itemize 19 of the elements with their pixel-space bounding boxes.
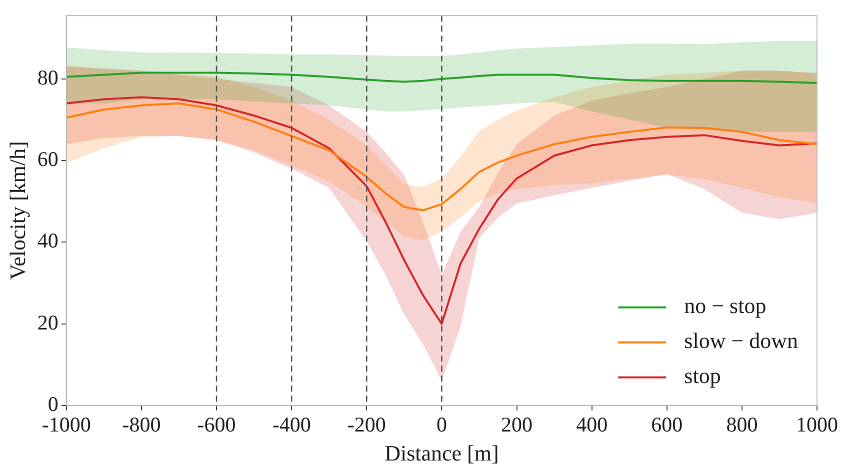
y-axis-title: Velocity [km/h]	[4, 141, 30, 280]
x-tick-label: 1000	[796, 412, 838, 437]
x-tick-label: -800	[122, 412, 161, 437]
x-tick-label: 0	[436, 412, 447, 437]
x-tick-label: -400	[272, 412, 311, 437]
x-axis-title: Distance [m]	[384, 440, 499, 466]
y-tick-label: 40	[37, 228, 58, 253]
legend-label: no − stop	[684, 293, 766, 318]
x-tick-label: -600	[197, 412, 236, 437]
y-tick-label: 20	[37, 310, 58, 334]
x-tick-label: 400	[576, 412, 608, 437]
x-tick-label: 600	[651, 412, 683, 437]
x-tick-label: 200	[501, 412, 533, 437]
y-tick-label: 80	[37, 65, 58, 90]
x-tick-label: -200	[347, 412, 386, 437]
y-tick-label: 60	[37, 147, 58, 172]
legend-label: stop	[684, 363, 721, 388]
x-tick-label: 800	[726, 412, 758, 437]
legend-label: slow − down	[684, 328, 798, 354]
